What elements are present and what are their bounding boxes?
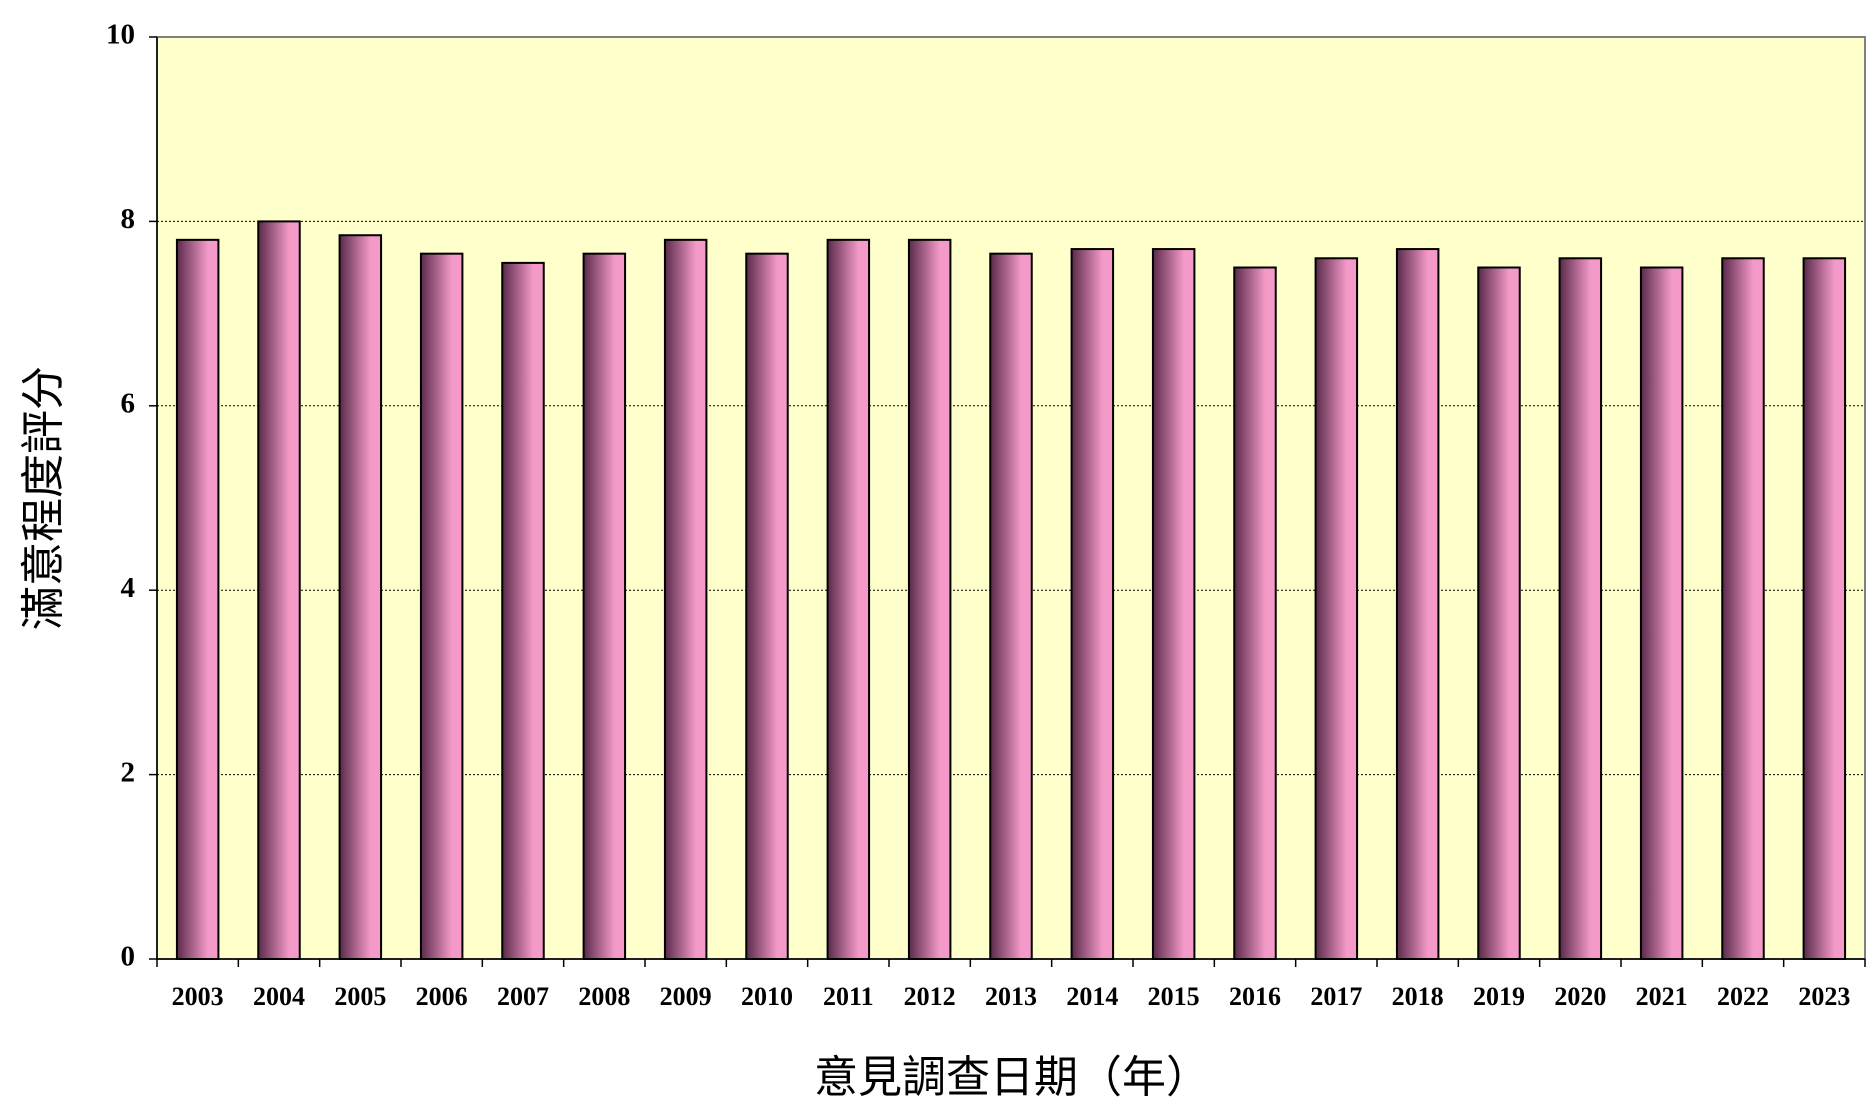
bar xyxy=(1639,266,1684,960)
x-tick-label: 2006 xyxy=(416,982,468,1011)
bar xyxy=(989,252,1033,961)
bar xyxy=(1558,257,1603,960)
x-tick-label: 2021 xyxy=(1636,982,1688,1011)
bar xyxy=(257,220,301,960)
x-tick-label: 2014 xyxy=(1066,982,1118,1011)
bar xyxy=(1477,266,1521,960)
y-tick-label: 6 xyxy=(121,387,136,419)
bar xyxy=(501,261,545,960)
bar xyxy=(663,238,708,960)
x-tick-label: 2016 xyxy=(1229,982,1281,1011)
bar xyxy=(1802,257,1847,960)
x-axis-label: 意見調查日期（年） xyxy=(814,1053,1210,1102)
bar xyxy=(1151,248,1196,960)
x-tick-label: 2022 xyxy=(1717,982,1769,1011)
bar xyxy=(745,252,789,961)
bar xyxy=(1233,266,1277,960)
x-tick-label: 2010 xyxy=(741,982,793,1011)
y-tick-label: 8 xyxy=(121,203,136,235)
y-axis-label: 滿意程度評分 xyxy=(19,366,68,630)
x-tick-label: 2005 xyxy=(334,982,386,1011)
x-tick-label: 2017 xyxy=(1310,982,1362,1011)
bar xyxy=(1070,248,1115,960)
bar xyxy=(1395,248,1440,960)
x-tick-label: 2007 xyxy=(497,982,549,1011)
bar xyxy=(1314,257,1359,960)
x-tick-label: 2013 xyxy=(985,982,1037,1011)
x-tick-label: 2015 xyxy=(1148,982,1200,1011)
x-tick-label: 2012 xyxy=(904,982,956,1011)
bar xyxy=(1721,257,1765,960)
x-tick-label: 2008 xyxy=(578,982,630,1011)
x-tick-label: 2023 xyxy=(1798,982,1850,1011)
bar xyxy=(338,234,383,961)
y-tick-label: 10 xyxy=(106,19,135,51)
x-tick-label: 2009 xyxy=(660,982,712,1011)
x-tick-label: 2019 xyxy=(1473,982,1525,1011)
y-tick-label: 2 xyxy=(121,756,136,788)
bar xyxy=(419,252,464,961)
bar xyxy=(907,238,952,960)
bar xyxy=(175,238,220,960)
y-tick-label: 4 xyxy=(121,572,136,604)
x-tick-label: 2004 xyxy=(253,982,305,1011)
x-tick-label: 2011 xyxy=(823,982,874,1011)
x-tick-label: 2018 xyxy=(1392,982,1444,1011)
bar xyxy=(582,252,627,961)
y-tick-label: 0 xyxy=(121,941,136,973)
x-tick-label: 2020 xyxy=(1554,982,1606,1011)
x-tick-label: 2003 xyxy=(172,982,224,1011)
bar xyxy=(826,238,871,960)
